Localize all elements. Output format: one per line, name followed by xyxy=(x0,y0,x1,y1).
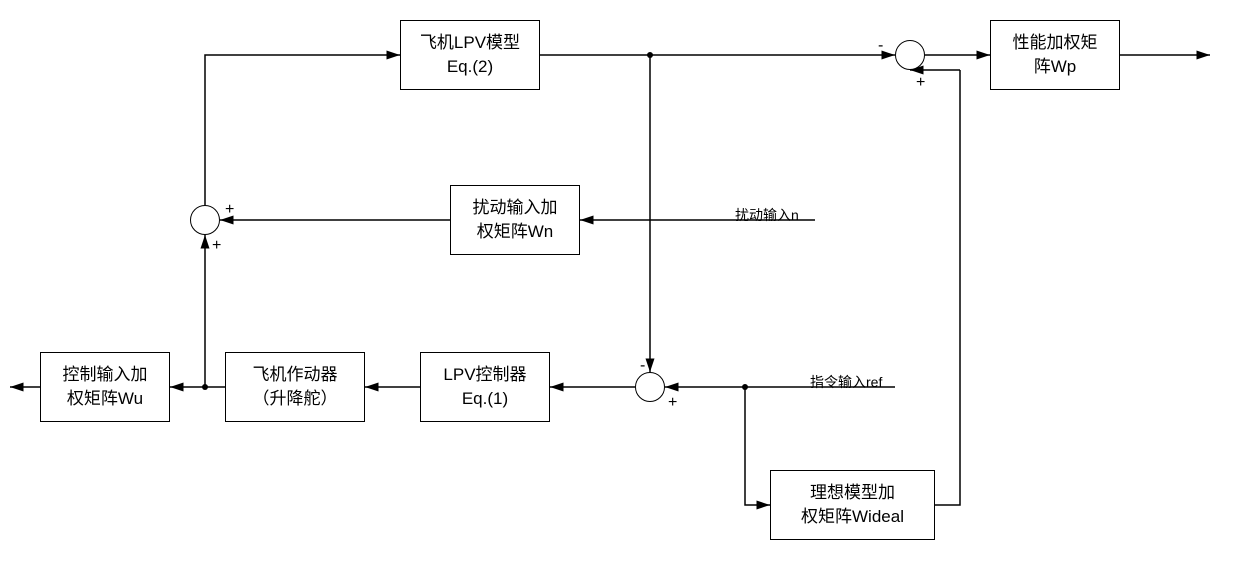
sign-s3-bottom: + xyxy=(916,75,925,91)
block-wn: 扰动输入加权矩阵Wn xyxy=(450,185,580,255)
sign-s2-right: + xyxy=(668,395,677,411)
block-label: LPV控制器Eq.(1) xyxy=(443,363,526,411)
block-label: 飞机作动器（升降舵） xyxy=(253,363,338,411)
sign-s2-top: - xyxy=(640,358,645,374)
label-disturb-input: 扰动输入n xyxy=(735,208,799,222)
block-wp: 性能加权矩阵Wp xyxy=(990,20,1120,90)
block-actuator: 飞机作动器（升降舵） xyxy=(225,352,365,422)
summer-s2 xyxy=(635,372,665,402)
block-wideal: 理想模型加权矩阵Wideal xyxy=(770,470,935,540)
summer-s1 xyxy=(190,205,220,235)
diagram-canvas: 飞机LPV模型Eq.(2) 性能加权矩阵Wp 扰动输入加权矩阵Wn 控制输入加权… xyxy=(0,0,1240,585)
block-label: 性能加权矩阵Wp xyxy=(1013,31,1098,79)
summer-s3 xyxy=(895,40,925,70)
block-lpv-controller: LPV控制器Eq.(1) xyxy=(420,352,550,422)
block-label: 理想模型加权矩阵Wideal xyxy=(801,481,904,529)
block-wu: 控制输入加权矩阵Wu xyxy=(40,352,170,422)
label-ref-input: 指令输入ref xyxy=(810,375,882,389)
block-label: 控制输入加权矩阵Wu xyxy=(63,363,148,411)
block-label: 扰动输入加权矩阵Wn xyxy=(473,196,558,244)
sign-s3-left: - xyxy=(878,38,883,54)
block-lpv-model: 飞机LPV模型Eq.(2) xyxy=(400,20,540,90)
block-label: 飞机LPV模型Eq.(2) xyxy=(420,31,520,79)
sign-s1-bottom: + xyxy=(212,238,221,254)
sign-s1-right: + xyxy=(225,202,234,218)
